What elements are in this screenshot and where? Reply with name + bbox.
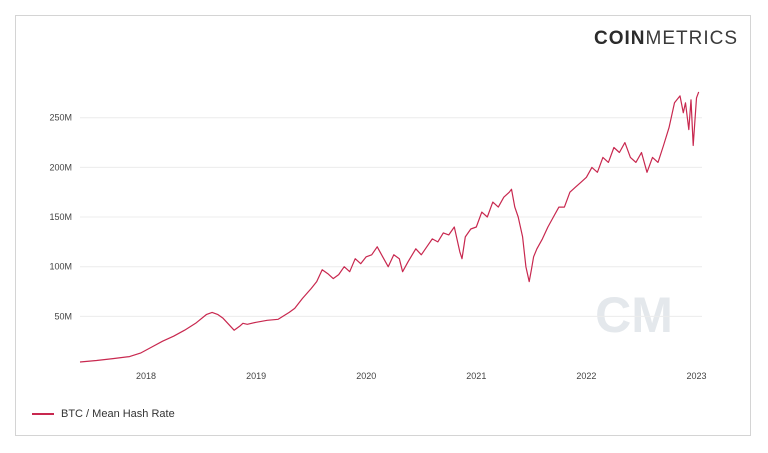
legend-label: BTC / Mean Hash Rate: [61, 408, 175, 420]
logo-text-light: METRICS: [645, 28, 738, 49]
chart-frame: [15, 15, 751, 436]
legend: BTC / Mean Hash Rate: [32, 408, 175, 420]
y-tick-label: 150M: [49, 212, 72, 222]
x-tick-label: 2018: [136, 371, 156, 381]
x-tick-label: 2020: [356, 371, 376, 381]
x-axis-ticks: 2018 2019 2020 2021 2022 2023: [136, 371, 706, 381]
y-tick-label: 100M: [49, 262, 72, 272]
logo-text-bold: COIN: [594, 28, 646, 49]
cm-watermark: CM: [595, 287, 673, 343]
x-tick-label: 2023: [686, 371, 706, 381]
gridlines: [80, 117, 702, 317]
x-tick-label: 2022: [576, 371, 596, 381]
x-tick-label: 2021: [466, 371, 486, 381]
coinmetrics-logo: COIN METRICS: [594, 28, 738, 50]
y-tick-label: 50M: [54, 311, 72, 321]
y-tick-label: 250M: [49, 113, 72, 123]
x-tick-label: 2019: [246, 371, 266, 381]
watermark-text: CM: [595, 287, 673, 343]
legend-swatch: [32, 413, 54, 415]
y-axis-ticks: 50M 100M 150M 200M 250M: [49, 113, 72, 322]
series-group: [79, 91, 700, 363]
y-tick-label: 200M: [49, 162, 72, 172]
series-line-hash-rate: [79, 91, 700, 363]
